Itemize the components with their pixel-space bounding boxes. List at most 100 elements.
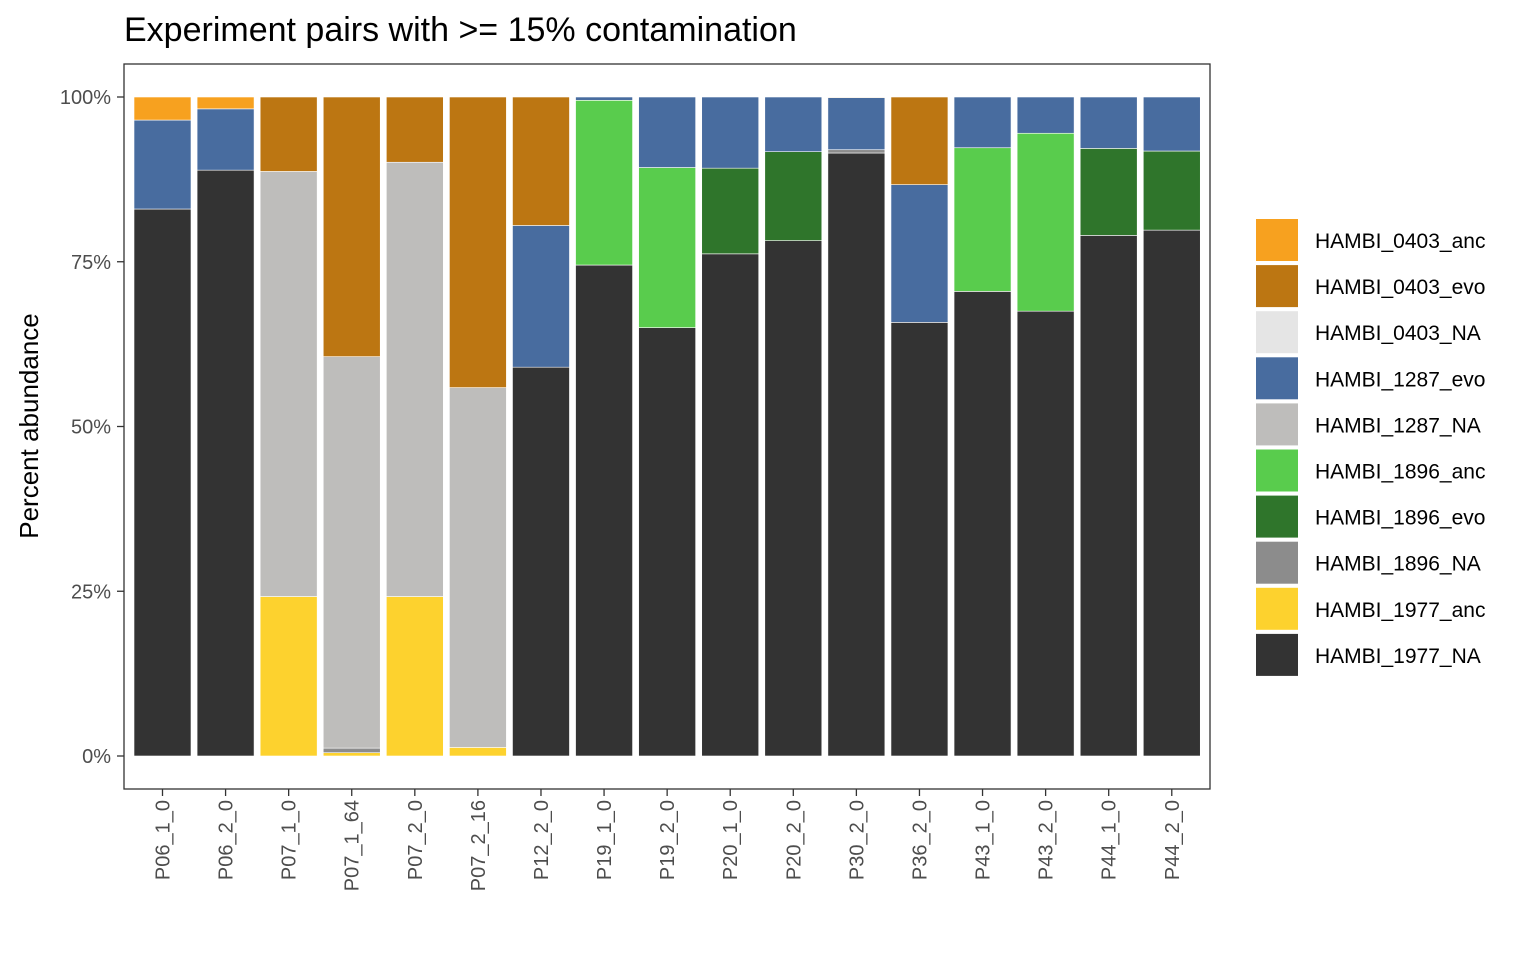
bar-segment-P06_2_0-HAMBI_0403_anc <box>196 96 255 110</box>
legend-label-HAMBI_0403_NA: HAMBI_0403_NA <box>1315 322 1481 345</box>
bar-segment-P44_1_0-HAMBI_1977_NA <box>1079 235 1138 757</box>
bar-segment-P43_1_0-HAMBI_1977_NA <box>953 291 1012 757</box>
bar-segment-P19_2_0-HAMBI_1287_evo <box>638 96 696 168</box>
x-tick-label: P06_2_0 <box>216 800 238 880</box>
legend-label-HAMBI_1287_evo: HAMBI_1287_evo <box>1315 368 1485 391</box>
bar-segment-P12_2_0-HAMBI_1977_NA <box>512 366 570 757</box>
x-tick-label: P36_2_0 <box>909 800 931 880</box>
legend-label-HAMBI_1977_NA: HAMBI_1977_NA <box>1315 645 1481 668</box>
legend-label-HAMBI_1896_NA: HAMBI_1896_NA <box>1315 553 1481 576</box>
bar-segment-P07_1_64-HAMBI_1977_anc <box>322 752 381 757</box>
y-axis: 0% 25% 50% 75% 100% <box>60 87 124 768</box>
y-tick-label: 75% <box>71 252 111 274</box>
bar-segment-P07_1_0-HAMBI_1287_NA <box>259 171 318 597</box>
x-tick-label: P43_1_0 <box>973 800 995 880</box>
bar-segment-P07_2_16-HAMBI_1977_anc <box>449 747 507 757</box>
legend-key-HAMBI_0403_evo <box>1256 265 1298 308</box>
bar-segment-P07_1_64-HAMBI_0403_evo <box>322 96 381 357</box>
bar-segment-P20_1_0-HAMBI_1896_evo <box>701 167 760 255</box>
x-tick-label: P07_1_0 <box>279 800 301 880</box>
legend-key-HAMBI_1977_anc <box>1256 587 1298 630</box>
bar-segment-P20_1_0-HAMBI_1977_NA <box>701 253 760 757</box>
bar-segment-P06_1_0-HAMBI_1287_evo <box>133 119 192 210</box>
legend-key-HAMBI_1896_anc <box>1256 449 1298 492</box>
chart-title: Experiment pairs with >= 15% contaminati… <box>124 11 797 49</box>
y-tick-label: 100% <box>60 87 111 109</box>
bar-segment-P36_2_0-HAMBI_1977_NA <box>890 322 949 757</box>
bar-segment-P20_1_0-HAMBI_1287_evo <box>701 96 760 169</box>
bar-segment-P07_1_0-HAMBI_1977_anc <box>259 596 318 757</box>
legend-key-HAMBI_1287_NA <box>1256 403 1298 446</box>
bar-segment-P30_2_0-HAMBI_1977_NA <box>827 152 886 757</box>
legend-label-HAMBI_1287_NA: HAMBI_1287_NA <box>1315 414 1481 437</box>
bar-segment-P07_2_16-HAMBI_1287_NA <box>449 387 507 748</box>
bar-segment-P19_2_0-HAMBI_1896_anc <box>638 167 696 328</box>
x-tick-label: P19_2_0 <box>657 800 679 880</box>
bar-segment-P43_2_0-HAMBI_1287_evo <box>1016 96 1075 134</box>
x-tick-label: P20_1_0 <box>720 800 742 880</box>
x-tick-label: P07_1_64 <box>342 800 364 891</box>
bar-segment-P43_2_0-HAMBI_1896_anc <box>1016 132 1075 312</box>
legend-label-HAMBI_1977_anc: HAMBI_1977_anc <box>1315 599 1485 622</box>
bar-segment-P19_1_0-HAMBI_1896_anc <box>575 99 633 266</box>
bar-segment-P19_2_0-HAMBI_1977_NA <box>638 327 696 757</box>
legend-key-HAMBI_1896_evo <box>1256 495 1298 538</box>
bar-segment-P07_2_0-HAMBI_0403_evo <box>386 96 444 163</box>
legend: HAMBI_0403_anc HAMBI_0403_evo HAMBI_0403_N… <box>1256 219 1485 676</box>
x-tick-label: P20_2_0 <box>783 800 805 880</box>
bar-segment-P07_1_0-HAMBI_0403_evo <box>259 96 318 172</box>
bar-segment-P06_1_0-HAMBI_1977_NA <box>133 208 192 757</box>
bar-segment-P20_2_0-HAMBI_1287_evo <box>764 96 823 153</box>
legend-key-HAMBI_1977_NA <box>1256 633 1298 676</box>
x-tick-label: P06_1_0 <box>153 800 175 880</box>
x-tick-label: P43_2_0 <box>1036 800 1058 880</box>
bar-segment-P19_1_0-HAMBI_1287_evo <box>575 96 633 101</box>
legend-label-HAMBI_0403_evo: HAMBI_0403_evo <box>1315 276 1485 299</box>
y-tick-label: 25% <box>71 581 111 603</box>
bar-segment-P07_2_0-HAMBI_1977_anc <box>386 596 444 757</box>
bar-segment-P07_2_16-HAMBI_0403_evo <box>449 96 507 388</box>
bar-segment-P20_2_0-HAMBI_1977_NA <box>764 240 823 757</box>
bar-segment-P30_2_0-HAMBI_1287_evo <box>827 97 886 151</box>
bar-segment-P06_2_0-HAMBI_1977_NA <box>196 169 255 757</box>
bar-segment-P43_1_0-HAMBI_1287_evo <box>953 96 1012 149</box>
bar-segment-P36_2_0-HAMBI_0403_evo <box>890 96 949 185</box>
legend-key-HAMBI_0403_anc <box>1256 219 1298 261</box>
bar-segment-P43_2_0-HAMBI_1977_NA <box>1016 310 1075 757</box>
x-tick-label: P12_2_0 <box>531 800 553 880</box>
x-tick-label: P19_1_0 <box>594 800 616 880</box>
legend-key-HAMBI_1896_NA <box>1256 541 1298 584</box>
bar-segment-P44_1_0-HAMBI_1287_evo <box>1079 96 1138 149</box>
legend-key-HAMBI_1287_evo <box>1256 357 1298 400</box>
x-tick-label: P30_2_0 <box>846 800 868 880</box>
y-axis-title: Percent abundance <box>14 313 44 539</box>
bar-segment-P07_1_64-HAMBI_1287_NA <box>322 356 381 749</box>
x-tick-label: P44_1_0 <box>1099 800 1121 880</box>
bar-segment-P19_1_0-HAMBI_1977_NA <box>575 264 633 757</box>
x-tick-label: P07_2_0 <box>405 800 427 880</box>
bar-segment-P44_1_0-HAMBI_1896_evo <box>1079 148 1138 236</box>
bar-segment-P44_2_0-HAMBI_1896_evo <box>1142 150 1201 231</box>
bar-segment-P44_2_0-HAMBI_1977_NA <box>1142 229 1201 757</box>
bar-segment-P30_2_0-HAMBI_1896_NA <box>827 149 886 154</box>
bar-segment-P20_2_0-HAMBI_1896_evo <box>764 151 823 241</box>
bar-segment-P07_1_64-HAMBI_1896_NA <box>322 747 381 754</box>
x-axis: P06_1_0 P06_2_0 P07_1_0 P07_1_64 P07_2_0 P07_… <box>153 789 1184 891</box>
bar-segment-P43_1_0-HAMBI_1896_anc <box>953 147 1012 292</box>
legend-label-HAMBI_0403_anc: HAMBI_0403_anc <box>1315 230 1485 253</box>
bar-segment-P12_2_0-HAMBI_1287_evo <box>512 225 570 368</box>
legend-label-HAMBI_1896_evo: HAMBI_1896_evo <box>1315 507 1485 530</box>
legend-key-HAMBI_0403_NA <box>1256 311 1298 354</box>
bar-segment-P44_2_0-HAMBI_1287_evo <box>1142 96 1201 152</box>
y-tick-label: 0% <box>82 746 111 768</box>
legend-label-HAMBI_1896_anc: HAMBI_1896_anc <box>1315 461 1485 484</box>
bars-group <box>133 96 1201 757</box>
bar-segment-P07_2_0-HAMBI_1287_NA <box>386 161 444 597</box>
x-tick-label: P44_2_0 <box>1162 800 1184 880</box>
bar-segment-P12_2_0-HAMBI_0403_evo <box>512 96 570 226</box>
bar-segment-P06_1_0-HAMBI_0403_anc <box>133 96 192 121</box>
bar-segment-P30_2_0-HAMBI_0403_evo <box>827 96 886 98</box>
bar-segment-P36_2_0-HAMBI_1287_evo <box>890 184 949 323</box>
x-tick-label: P07_2_16 <box>468 800 490 891</box>
